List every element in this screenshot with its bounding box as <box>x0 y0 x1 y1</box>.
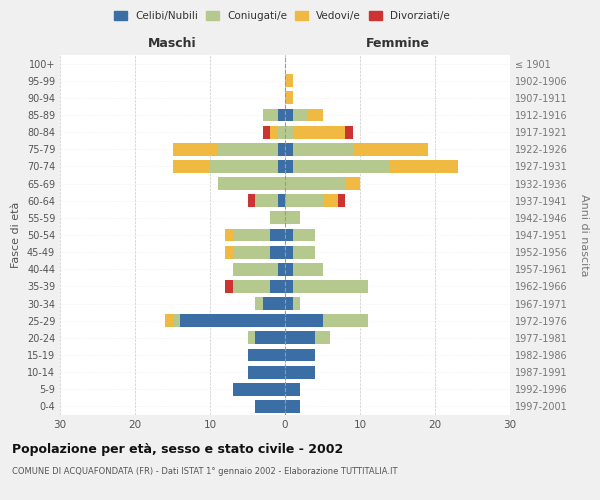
Bar <box>293 126 345 138</box>
Bar <box>323 194 337 207</box>
Bar <box>353 143 427 156</box>
Bar <box>293 108 308 122</box>
Bar <box>285 366 315 378</box>
Bar <box>255 297 263 310</box>
Bar <box>293 280 367 293</box>
Text: COMUNE DI ACQUAFONDATA (FR) - Dati ISTAT 1° gennaio 2002 - Elaborazione TUTTITAL: COMUNE DI ACQUAFONDATA (FR) - Dati ISTAT… <box>12 468 398 476</box>
Bar <box>270 228 285 241</box>
Bar <box>277 143 285 156</box>
Bar <box>285 280 293 293</box>
Bar <box>263 126 270 138</box>
Bar <box>263 108 277 122</box>
Bar <box>285 194 323 207</box>
Bar <box>173 143 218 156</box>
Bar <box>173 314 180 327</box>
Bar <box>293 246 315 258</box>
Bar <box>345 177 360 190</box>
Bar <box>285 314 323 327</box>
Bar <box>233 280 270 293</box>
Bar <box>293 160 390 173</box>
Bar <box>225 228 233 241</box>
Bar <box>270 126 277 138</box>
Bar <box>285 143 293 156</box>
Bar <box>277 108 285 122</box>
Bar <box>248 348 285 362</box>
Bar <box>270 280 285 293</box>
Y-axis label: Anni di nascita: Anni di nascita <box>578 194 589 276</box>
Text: Popolazione per età, sesso e stato civile - 2002: Popolazione per età, sesso e stato civil… <box>12 442 343 456</box>
Bar <box>285 160 293 173</box>
Bar <box>285 332 315 344</box>
Y-axis label: Fasce di età: Fasce di età <box>11 202 21 268</box>
Bar <box>255 194 277 207</box>
Bar <box>293 228 315 241</box>
Bar <box>293 297 300 310</box>
Bar <box>285 383 300 396</box>
Bar <box>270 212 285 224</box>
Bar <box>345 126 353 138</box>
Bar <box>225 246 233 258</box>
Bar <box>285 348 315 362</box>
Bar <box>233 228 270 241</box>
Bar <box>210 160 277 173</box>
Bar <box>285 297 293 310</box>
Bar <box>180 314 285 327</box>
Bar <box>277 263 285 276</box>
Bar <box>285 246 293 258</box>
Bar <box>285 177 345 190</box>
Bar <box>248 194 255 207</box>
Bar <box>315 332 330 344</box>
Bar <box>285 400 300 413</box>
Bar <box>225 280 233 293</box>
Bar <box>173 160 210 173</box>
Bar <box>390 160 458 173</box>
Bar <box>293 263 323 276</box>
Bar <box>255 332 285 344</box>
Bar <box>165 314 173 327</box>
Bar <box>218 177 285 190</box>
Bar <box>233 263 277 276</box>
Bar <box>285 126 293 138</box>
Bar <box>285 212 300 224</box>
Bar <box>293 143 353 156</box>
Bar <box>285 92 293 104</box>
Bar <box>277 160 285 173</box>
Bar <box>248 366 285 378</box>
Bar <box>270 246 285 258</box>
Text: Maschi: Maschi <box>148 37 197 50</box>
Bar <box>233 246 270 258</box>
Bar <box>285 74 293 87</box>
Bar <box>263 297 285 310</box>
Bar <box>248 332 255 344</box>
Bar <box>277 194 285 207</box>
Bar <box>285 263 293 276</box>
Bar <box>285 108 293 122</box>
Bar <box>285 228 293 241</box>
Bar <box>218 143 277 156</box>
Text: Femmine: Femmine <box>365 37 430 50</box>
Legend: Celibi/Nubili, Coniugati/e, Vedovi/e, Divorziati/e: Celibi/Nubili, Coniugati/e, Vedovi/e, Di… <box>111 8 453 24</box>
Bar <box>233 383 285 396</box>
Bar <box>308 108 323 122</box>
Bar <box>323 314 367 327</box>
Bar <box>337 194 345 207</box>
Bar <box>277 126 285 138</box>
Bar <box>255 400 285 413</box>
